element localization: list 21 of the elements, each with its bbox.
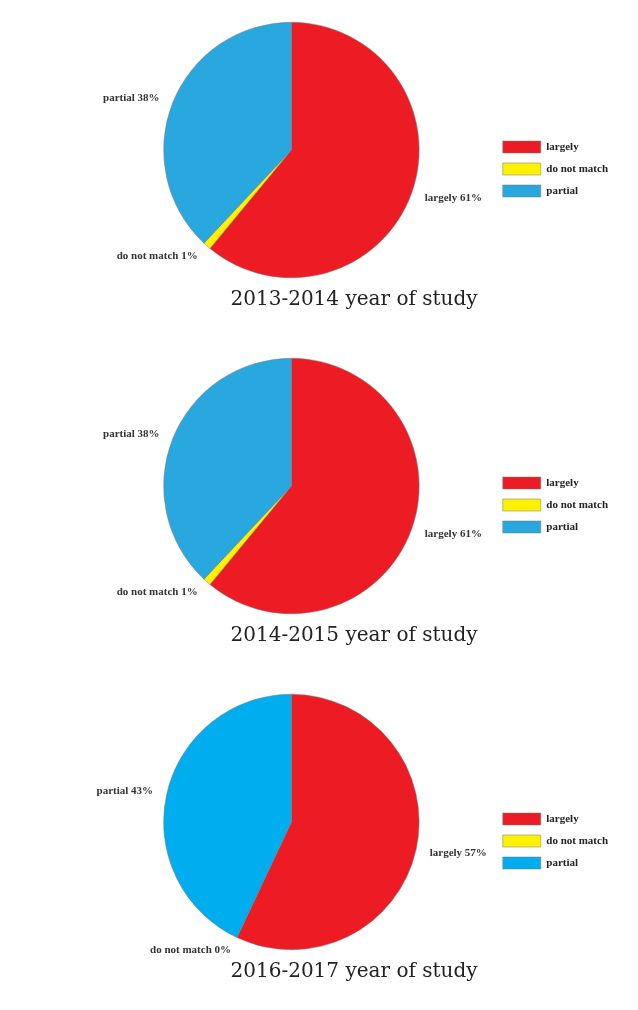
legend-label: largely (546, 475, 580, 488)
text: 2014-2015 year of study (230, 622, 479, 647)
legend-label: partial (546, 519, 579, 532)
legend-label: largely (546, 139, 580, 152)
data-label: partial 38% (103, 90, 160, 103)
text: do not match 0% (150, 943, 232, 956)
legend-label: partial (546, 855, 579, 868)
data-label: partial 43% (96, 783, 154, 796)
legend-label: do not match (546, 497, 609, 510)
legend-label: largely (546, 811, 580, 824)
data-label: do not match 1% (116, 585, 198, 598)
data-label: largely 57% (429, 845, 487, 858)
text: 2016-2017 year of study (230, 958, 479, 983)
data-label: largely 61% (424, 526, 482, 539)
data-label: largely 61% (424, 190, 482, 203)
data-label: partial 38% (103, 426, 160, 439)
data-label: do not match 1% (116, 249, 198, 262)
legend-label: partial (546, 183, 579, 196)
text: 2013-2014 year of study (230, 286, 479, 311)
legend-label: do not match (546, 161, 609, 174)
legend-label: do not match (546, 833, 609, 846)
